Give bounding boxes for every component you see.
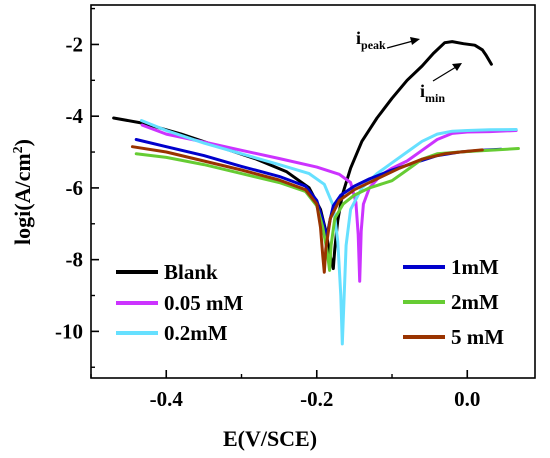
y-axis-title-sup: 2: [11, 146, 26, 153]
series-line-1: [140, 123, 518, 283]
y-tick-label: -2: [66, 32, 84, 56]
y-axis-title-close: ): [10, 139, 35, 146]
legend-label-4: 2mM: [451, 290, 499, 314]
series-line-4: [134, 147, 520, 272]
annotation-i-min-arrow: [432, 66, 457, 82]
y-axis-title: logi(A/cm2): [10, 139, 35, 245]
x-tick-label: 0.0: [454, 387, 480, 411]
annotation-i-peak: ipeak: [356, 28, 420, 52]
y-tick-label: -4: [66, 104, 84, 128]
annotation-i-min: imin: [420, 63, 462, 105]
legend-label-3: 1mM: [451, 255, 499, 279]
axis-ticks: -0.4 -0.2 0.0 -2 -4 -6 -8 -10: [55, 7, 480, 411]
y-tick-label: -6: [66, 176, 84, 200]
x-axis-title: E(V/SCE): [223, 426, 317, 451]
series-line-5: [130, 145, 484, 274]
annotation-i-min-arrowhead: [452, 63, 462, 71]
x-tick-label: -0.2: [300, 387, 333, 411]
svg-text:imin: imin: [420, 81, 445, 105]
plot-frame: [90, 4, 536, 379]
legend-label-2: 0.2mM: [164, 321, 228, 345]
y-axis-title-main: logi(A/cm: [10, 153, 35, 245]
series-line-2: [139, 119, 518, 346]
svg-text:ipeak: ipeak: [356, 28, 386, 52]
annotation-i-peak-arrowhead: [410, 37, 420, 45]
x-tick-label: -0.4: [150, 387, 184, 411]
legend-label-5: 5 mM: [451, 325, 504, 349]
annotation-i-min-main: i: [420, 81, 425, 101]
annotation-i-peak-arrow: [386, 40, 414, 49]
legend-label-1: 0.05 mM: [164, 291, 243, 315]
series-lines: [112, 40, 520, 346]
annotation-i-min-sub: min: [425, 91, 445, 105]
y-tick-label: -10: [55, 319, 83, 343]
annotation-i-peak-sub: peak: [361, 38, 386, 52]
y-tick-label: -8: [66, 248, 84, 272]
series-line-0: [112, 40, 493, 271]
legend: Blank 0.05 mM 0.2mM 1mM 2mM 5 mM: [116, 255, 504, 349]
legend-label-0: Blank: [164, 260, 218, 284]
annotation-i-peak-main: i: [356, 28, 361, 48]
